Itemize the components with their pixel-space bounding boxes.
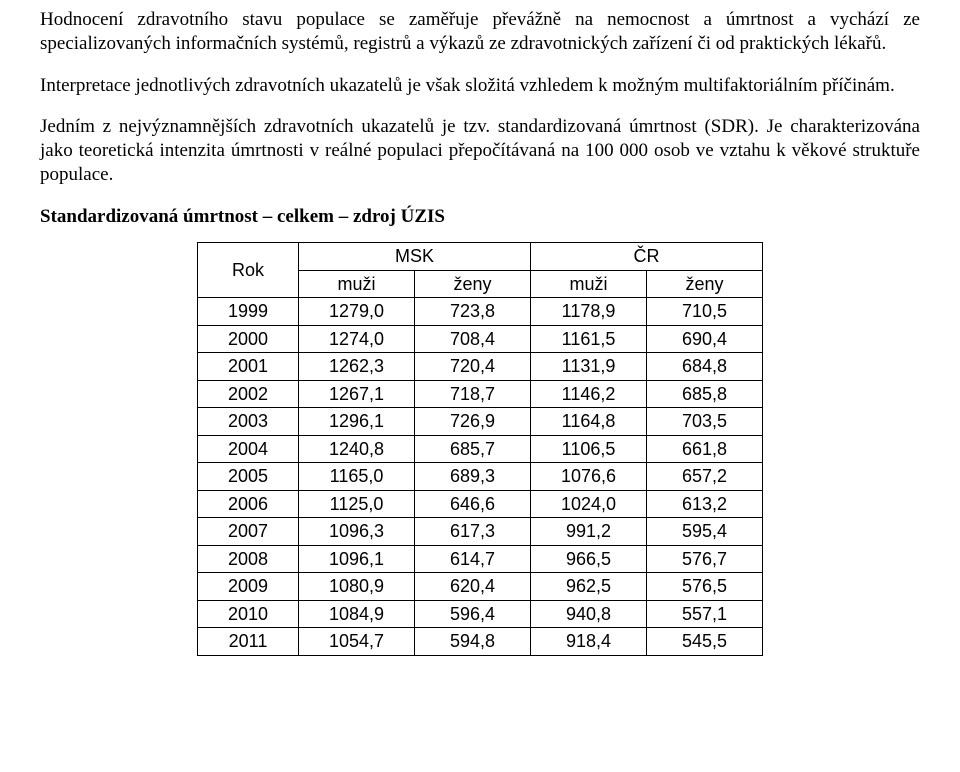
- cell-msk-z: 685,7: [415, 435, 531, 463]
- cell-cr-m: 962,5: [531, 573, 647, 601]
- cell-year: 2009: [198, 573, 299, 601]
- cell-msk-m: 1084,9: [299, 600, 415, 628]
- cell-cr-z: 657,2: [647, 463, 763, 491]
- cell-msk-z: 726,9: [415, 408, 531, 436]
- table-row: 2002 1267,1 718,7 1146,2 685,8: [198, 380, 763, 408]
- cell-msk-m: 1165,0: [299, 463, 415, 491]
- cell-msk-m: 1096,1: [299, 545, 415, 573]
- cell-cr-z: 661,8: [647, 435, 763, 463]
- table-row: 2011 1054,7 594,8 918,4 545,5: [198, 628, 763, 656]
- cell-msk-m: 1054,7: [299, 628, 415, 656]
- cell-msk-z: 720,4: [415, 353, 531, 381]
- cell-year: 2002: [198, 380, 299, 408]
- cell-cr-m: 1076,6: [531, 463, 647, 491]
- cell-msk-z: 594,8: [415, 628, 531, 656]
- cell-cr-z: 557,1: [647, 600, 763, 628]
- cell-year: 2004: [198, 435, 299, 463]
- cell-cr-m: 966,5: [531, 545, 647, 573]
- cell-cr-m: 1164,8: [531, 408, 647, 436]
- table-container: Rok MSK ČR muži ženy muži ženy 1999 1279…: [40, 242, 920, 656]
- col-header-rok: Rok: [198, 243, 299, 298]
- cell-msk-m: 1296,1: [299, 408, 415, 436]
- table-row: 1999 1279,0 723,8 1178,9 710,5: [198, 298, 763, 326]
- table-row: 2004 1240,8 685,7 1106,5 661,8: [198, 435, 763, 463]
- cell-msk-m: 1279,0: [299, 298, 415, 326]
- table-row: 2000 1274,0 708,4 1161,5 690,4: [198, 325, 763, 353]
- cell-cr-m: 1106,5: [531, 435, 647, 463]
- mortality-table: Rok MSK ČR muži ženy muži ženy 1999 1279…: [197, 242, 763, 656]
- paragraph-1: Hodnocení zdravotního stavu populace se …: [40, 8, 920, 56]
- table-header-row-1: Rok MSK ČR: [198, 243, 763, 271]
- cell-msk-m: 1080,9: [299, 573, 415, 601]
- cell-cr-m: 1131,9: [531, 353, 647, 381]
- col-header-cr: ČR: [531, 243, 763, 271]
- table-row: 2008 1096,1 614,7 966,5 576,7: [198, 545, 763, 573]
- cell-year: 2003: [198, 408, 299, 436]
- cell-cr-m: 1146,2: [531, 380, 647, 408]
- cell-msk-m: 1267,1: [299, 380, 415, 408]
- cell-cr-m: 1178,9: [531, 298, 647, 326]
- cell-year: 2011: [198, 628, 299, 656]
- table-row: 2005 1165,0 689,3 1076,6 657,2: [198, 463, 763, 491]
- table-body: 1999 1279,0 723,8 1178,9 710,5 2000 1274…: [198, 298, 763, 656]
- table-row: 2007 1096,3 617,3 991,2 595,4: [198, 518, 763, 546]
- cell-cr-z: 710,5: [647, 298, 763, 326]
- col-header-msk: MSK: [299, 243, 531, 271]
- cell-msk-m: 1274,0: [299, 325, 415, 353]
- table-row: 2006 1125,0 646,6 1024,0 613,2: [198, 490, 763, 518]
- cell-msk-z: 646,6: [415, 490, 531, 518]
- cell-msk-m: 1262,3: [299, 353, 415, 381]
- table-head: Rok MSK ČR muži ženy muži ženy: [198, 243, 763, 298]
- cell-cr-z: 685,8: [647, 380, 763, 408]
- col-header-cr-muzi: muži: [531, 270, 647, 298]
- table-heading: Standardizovaná úmrtnost – celkem – zdro…: [40, 205, 920, 229]
- document-page: Hodnocení zdravotního stavu populace se …: [0, 0, 960, 772]
- cell-year: 2010: [198, 600, 299, 628]
- cell-cr-z: 576,7: [647, 545, 763, 573]
- table-row: 2003 1296,1 726,9 1164,8 703,5: [198, 408, 763, 436]
- cell-year: 1999: [198, 298, 299, 326]
- cell-cr-z: 690,4: [647, 325, 763, 353]
- cell-year: 2000: [198, 325, 299, 353]
- cell-msk-z: 708,4: [415, 325, 531, 353]
- cell-year: 2005: [198, 463, 299, 491]
- table-row: 2010 1084,9 596,4 940,8 557,1: [198, 600, 763, 628]
- paragraph-2: Interpretace jednotlivých zdravotních uk…: [40, 74, 920, 98]
- cell-cr-m: 940,8: [531, 600, 647, 628]
- cell-msk-z: 718,7: [415, 380, 531, 408]
- cell-year: 2001: [198, 353, 299, 381]
- cell-msk-z: 620,4: [415, 573, 531, 601]
- cell-cr-m: 1024,0: [531, 490, 647, 518]
- cell-msk-m: 1125,0: [299, 490, 415, 518]
- cell-year: 2008: [198, 545, 299, 573]
- cell-msk-m: 1240,8: [299, 435, 415, 463]
- cell-msk-z: 723,8: [415, 298, 531, 326]
- cell-msk-m: 1096,3: [299, 518, 415, 546]
- cell-year: 2006: [198, 490, 299, 518]
- cell-cr-z: 684,8: [647, 353, 763, 381]
- cell-cr-m: 918,4: [531, 628, 647, 656]
- cell-msk-z: 689,3: [415, 463, 531, 491]
- col-header-msk-muzi: muži: [299, 270, 415, 298]
- col-header-cr-zeny: ženy: [647, 270, 763, 298]
- cell-cr-m: 1161,5: [531, 325, 647, 353]
- cell-cr-z: 703,5: [647, 408, 763, 436]
- table-row: 2009 1080,9 620,4 962,5 576,5: [198, 573, 763, 601]
- table-row: 2001 1262,3 720,4 1131,9 684,8: [198, 353, 763, 381]
- cell-cr-z: 595,4: [647, 518, 763, 546]
- col-header-msk-zeny: ženy: [415, 270, 531, 298]
- cell-year: 2007: [198, 518, 299, 546]
- cell-cr-m: 991,2: [531, 518, 647, 546]
- cell-cr-z: 613,2: [647, 490, 763, 518]
- cell-msk-z: 617,3: [415, 518, 531, 546]
- cell-cr-z: 545,5: [647, 628, 763, 656]
- cell-msk-z: 596,4: [415, 600, 531, 628]
- cell-cr-z: 576,5: [647, 573, 763, 601]
- paragraph-3: Jedním z nejvýznamnějších zdravotních uk…: [40, 115, 920, 186]
- cell-msk-z: 614,7: [415, 545, 531, 573]
